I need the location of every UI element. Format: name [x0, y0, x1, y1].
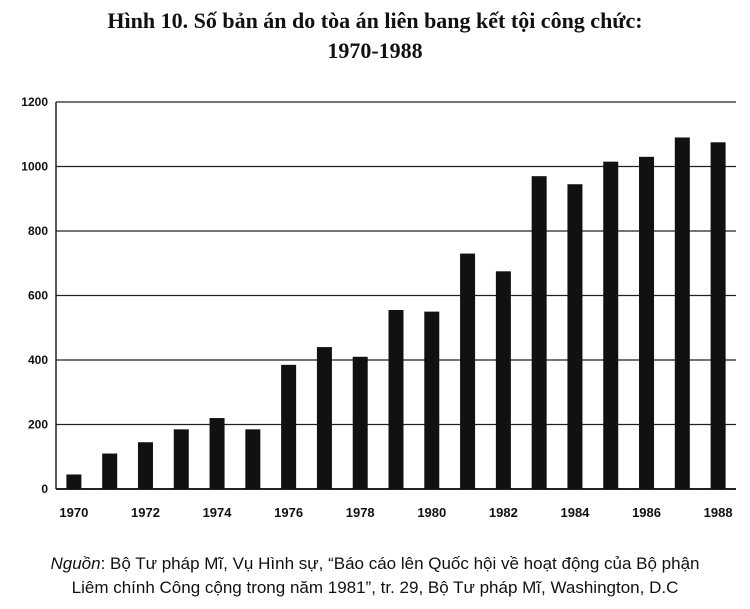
chart-title-line-1: Hình 10. Số bản án do tòa án liên bang k…	[107, 8, 643, 33]
bar-1982	[495, 271, 511, 489]
x-tick-label: 1986	[632, 505, 661, 520]
bar-1977	[316, 347, 332, 489]
y-tick-label: 800	[28, 224, 48, 238]
x-tick-label: 1976	[274, 505, 303, 520]
chart-title: Hình 10. Số bản án do tòa án liên bang k…	[0, 6, 750, 66]
bar-1987	[674, 137, 690, 489]
bar-1986	[639, 156, 655, 489]
bar-1974	[209, 418, 225, 489]
x-tick-label: 1972	[131, 505, 160, 520]
bar-1984	[567, 184, 583, 490]
bar-1981	[460, 253, 476, 489]
y-tick-label: 1000	[21, 160, 48, 174]
y-tick-label: 600	[28, 289, 48, 303]
chart-title-line-2: 1970-1988	[327, 38, 423, 63]
y-tick-label: 200	[28, 418, 48, 432]
bar-1978	[352, 356, 368, 489]
bar-1972	[137, 442, 153, 489]
source-line-1-text: : Bộ Tư pháp Mĩ, Vụ Hình sự, “Báo cáo lê…	[100, 554, 700, 573]
x-tick-label: 1970	[59, 505, 88, 520]
y-tick-label: 400	[28, 353, 48, 367]
y-tick-label: 0	[41, 482, 48, 496]
source-label: Nguồn	[50, 554, 101, 573]
bar-1983	[531, 176, 547, 490]
bar-1973	[173, 429, 189, 489]
x-tick-label: 1988	[704, 505, 733, 520]
bar-1976	[281, 364, 297, 489]
source-line-1: Nguồn: Bộ Tư pháp Mĩ, Vụ Hình sự, “Báo c…	[0, 552, 750, 576]
bar-chart: 0 200 400 600 800 1000 1200 1970 1972 1974 1976 197…	[21, 95, 736, 520]
x-tick-label: 1978	[346, 505, 375, 520]
bar-1971	[102, 453, 118, 489]
bar-1980	[424, 311, 440, 489]
bar-1979	[388, 310, 404, 489]
bar-1985	[603, 161, 619, 489]
y-tick-label: 1200	[21, 95, 48, 109]
x-tick-label: 1980	[417, 505, 446, 520]
bar-1975	[245, 429, 261, 489]
bar-1970	[66, 474, 82, 489]
x-tick-label: 1982	[489, 505, 518, 520]
source-note: Nguồn: Bộ Tư pháp Mĩ, Vụ Hình sự, “Báo c…	[0, 552, 750, 600]
x-tick-label: 1984	[560, 505, 590, 520]
bar-1988	[710, 142, 726, 489]
source-line-2: Liêm chính Công cộng trong năm 1981”, tr…	[71, 578, 679, 597]
x-tick-label: 1974	[203, 505, 233, 520]
